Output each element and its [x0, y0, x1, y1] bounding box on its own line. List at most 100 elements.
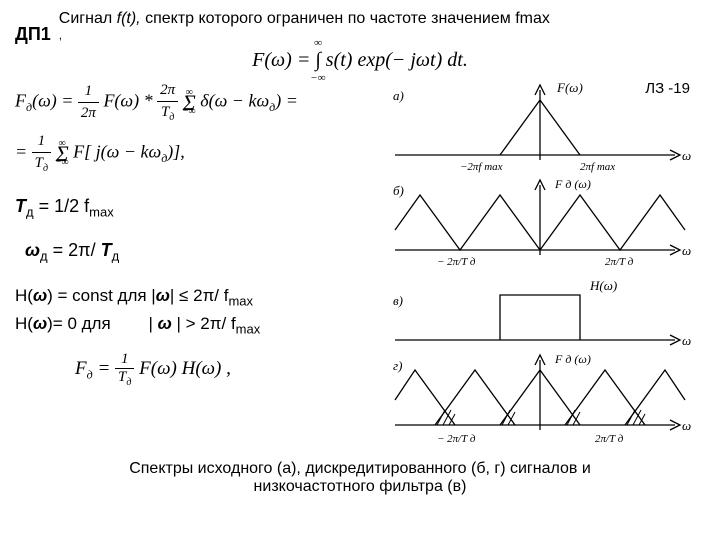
bf-a: F	[75, 358, 87, 379]
label-Fw: F(ω)	[556, 80, 583, 95]
h2b: )= 0 для |	[47, 314, 157, 333]
td1-sym: T	[15, 196, 26, 216]
omega-g: ω	[682, 418, 691, 433]
sum2-bot: −∞	[56, 160, 69, 166]
lz-label: ЛЗ -19	[645, 80, 690, 97]
bottom-formula: Fд = 1Tд F(ω) H(ω) ,	[75, 351, 375, 388]
sum1-top: ∞	[183, 90, 196, 96]
omega-a: ω	[682, 148, 691, 163]
sum2: ∞Σ−∞	[56, 141, 69, 166]
h1om2: ω	[156, 286, 170, 305]
frac3-den-t: T	[35, 155, 43, 171]
ml1-d: ) =	[275, 91, 298, 111]
h2om2: ω	[158, 314, 172, 333]
ml2-b: F[ j(ω − kω	[73, 142, 161, 162]
h-block: H(ω) = const для |ω| ≤ 2π/ fmax H(ω)= 0 …	[15, 283, 375, 339]
header-text: Сигнал f(t), спектр которого ограничен п…	[59, 10, 705, 42]
ml2-c: )],	[167, 142, 185, 162]
title-tail: ,	[59, 28, 705, 42]
h-line2: H(ω)= 0 для | ω | > 2π/ fmax	[15, 311, 375, 339]
frac1-den: 2π	[78, 103, 99, 124]
sum1: ∞Σ−∞	[183, 90, 196, 115]
td1-rsub: max	[89, 205, 114, 220]
label-Fdw-g: F д (ω)	[554, 352, 591, 366]
lbl-p2pT-g: 2π/T д	[595, 433, 624, 445]
h-line1: H(ω) = const для |ω| ≤ 2π/ fmax	[15, 283, 375, 311]
frac2-num: 2π	[157, 80, 178, 102]
frac2: 2πTд	[157, 80, 178, 125]
h1sub: max	[228, 294, 253, 309]
ml1-pre: F	[15, 91, 26, 111]
td1-sub: д	[26, 205, 34, 220]
td2-pi: π	[78, 240, 90, 260]
int-top: ∞	[314, 37, 322, 49]
td2-sub: д	[40, 248, 48, 263]
frac2-den-sub: д	[169, 112, 174, 123]
td2-rsym: T	[101, 240, 112, 260]
omega-b: ω	[682, 243, 691, 258]
sum2-top: ∞	[56, 141, 69, 147]
h2a: H(	[15, 314, 33, 333]
omega-v: ω	[682, 333, 691, 348]
math-block: Fд(ω) = 12π F(ω) * 2πTд ∞Σ−∞ δ(ω − kωд) …	[15, 80, 375, 176]
frac1: 12π	[78, 81, 99, 124]
bf-den: Tд	[115, 369, 134, 388]
h2om: ω	[33, 314, 47, 333]
h2pi: π	[210, 314, 222, 333]
frac1-num: 1	[78, 81, 99, 103]
label-Hw: H(ω)	[589, 278, 617, 293]
h1om: ω	[33, 286, 47, 305]
h1c: | ≤ 2	[170, 286, 203, 305]
td-eq2: ωд = 2π/ Tд	[25, 240, 375, 264]
label-g: г)	[393, 358, 402, 373]
ml1-c: δ(ω − kω	[200, 91, 269, 111]
td2-rsub: д	[112, 248, 120, 263]
td2-mid: = 2	[48, 240, 79, 260]
h1b: ) = const для |	[47, 286, 156, 305]
int-bot: −∞	[310, 72, 325, 84]
ml1-a: (ω) =	[32, 91, 78, 111]
lbl-m2pT-b: − 2π/T д	[437, 256, 476, 268]
lbl-p2pT-b: 2π/T д	[605, 256, 634, 268]
formula-main-text: F(ω) = ∫ s(t) exp(− jωt) dt.	[252, 49, 468, 71]
h2sub: max	[236, 321, 261, 336]
frac3-den: Tд	[32, 153, 51, 176]
td1-rhs: = 1/2 f	[34, 196, 90, 216]
bf-den-sub: д	[126, 377, 131, 388]
title-rest: спектр которого ограничен по частоте зна…	[141, 10, 550, 27]
bf-b: =	[93, 358, 115, 379]
title-prefix: Сигнал	[59, 10, 117, 27]
td-eq1: Tд = 1/2 fmax	[15, 196, 375, 220]
ml2-a: =	[15, 142, 32, 162]
caption: Спектры исходного (а), дискредитированно…	[15, 460, 705, 496]
frac3: 1Tд	[32, 131, 51, 176]
label-Fdw: F д (ω)	[554, 177, 591, 191]
formula-main: ∞ F(ω) = ∫ s(t) exp(− jωt) dt. −∞	[15, 49, 705, 72]
header-row: ДП1 Сигнал f(t), спектр которого огранич…	[15, 10, 705, 45]
right-column: а) F(ω) ω −2πf max 2πf max б) F д (ω) ω	[385, 80, 695, 450]
frac3-num: 1	[32, 131, 51, 153]
h1pi: π	[203, 286, 215, 305]
left-column: Fд(ω) = 12π F(ω) * 2πTд ∞Σ−∞ δ(ω − kωд) …	[15, 80, 375, 450]
h2d: / f	[222, 314, 236, 333]
bf-c: F(ω) H(ω) ,	[139, 358, 231, 379]
h1a: H(	[15, 286, 33, 305]
lbl-p2pf: 2πf max	[580, 161, 615, 173]
td2-rhs: /	[91, 240, 101, 260]
title-func: f(t),	[117, 10, 141, 27]
h2c: | > 2	[172, 314, 210, 333]
lbl-m2pf: −2πf max	[460, 161, 503, 173]
rect-v	[500, 295, 580, 340]
spectrum-diagrams: а) F(ω) ω −2πf max 2πf max б) F д (ω) ω	[385, 80, 695, 450]
ml1-b: F(ω) *	[103, 91, 157, 111]
label-b: б)	[393, 183, 404, 198]
math-line1: Fд(ω) = 12π F(ω) * 2πTд ∞Σ−∞ δ(ω − kωд) …	[15, 80, 375, 125]
lbl-m2pT-g: − 2π/T д	[437, 433, 476, 445]
td2-sym: ω	[25, 240, 40, 260]
sum1-bot: −∞	[183, 109, 196, 115]
math-line2: = 1Tд ∞Σ−∞ F[ j(ω − kω д)],	[15, 131, 375, 176]
content-row: Fд(ω) = 12π F(ω) * 2πTд ∞Σ−∞ δ(ω − kωд) …	[15, 80, 705, 450]
tri-g5	[625, 370, 685, 425]
frac2-den: Tд	[157, 102, 178, 125]
frac3-den-sub: д	[43, 163, 48, 174]
